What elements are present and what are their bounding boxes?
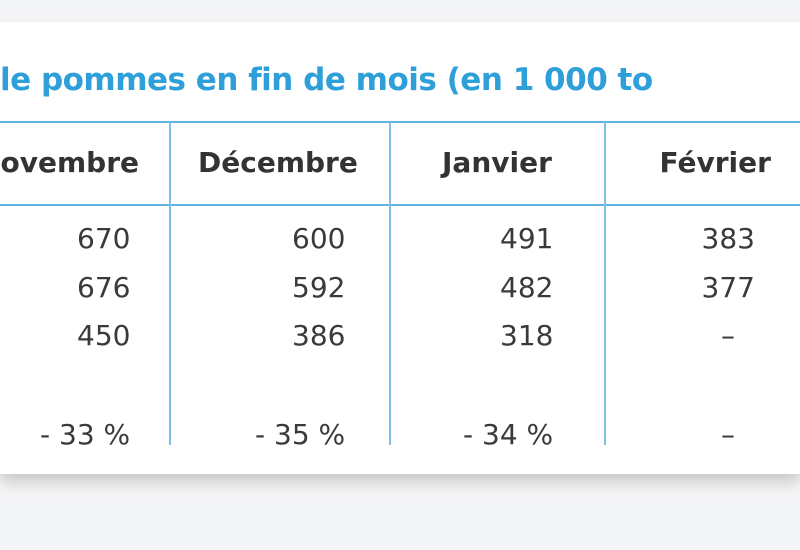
table-cell: 386 <box>292 319 346 352</box>
table-cell: 318 <box>500 319 554 352</box>
header-bottom-rule <box>0 204 800 206</box>
column-header: Janvier <box>442 146 552 179</box>
table-cell: 383 <box>701 222 755 255</box>
table-cell: - 33 % <box>40 418 131 451</box>
table-cell: – <box>721 319 735 352</box>
column-divider <box>169 122 171 445</box>
table-cell: 670 <box>77 222 131 255</box>
header-top-rule <box>0 121 800 123</box>
table-cell: - 35 % <box>255 418 346 451</box>
table-cell: 377 <box>701 271 755 304</box>
table-title: le pommes en fin de mois (en 1 000 to <box>0 62 653 98</box>
table-cell: 600 <box>292 222 346 255</box>
table-cell: – <box>721 418 735 451</box>
table-cell: 450 <box>77 319 131 352</box>
table-cell: 676 <box>77 271 131 304</box>
table-cell: - 34 % <box>463 418 554 451</box>
column-header: ovembre <box>0 146 140 179</box>
column-divider <box>604 122 606 445</box>
table-card: le pommes en fin de mois (en 1 000 to ov… <box>0 22 800 474</box>
table-cell: 592 <box>292 271 346 304</box>
table-cell: 482 <box>500 271 554 304</box>
column-divider <box>389 122 391 445</box>
column-header: Février <box>659 146 771 179</box>
table-cell: 491 <box>500 222 554 255</box>
column-header: Décembre <box>198 146 358 179</box>
